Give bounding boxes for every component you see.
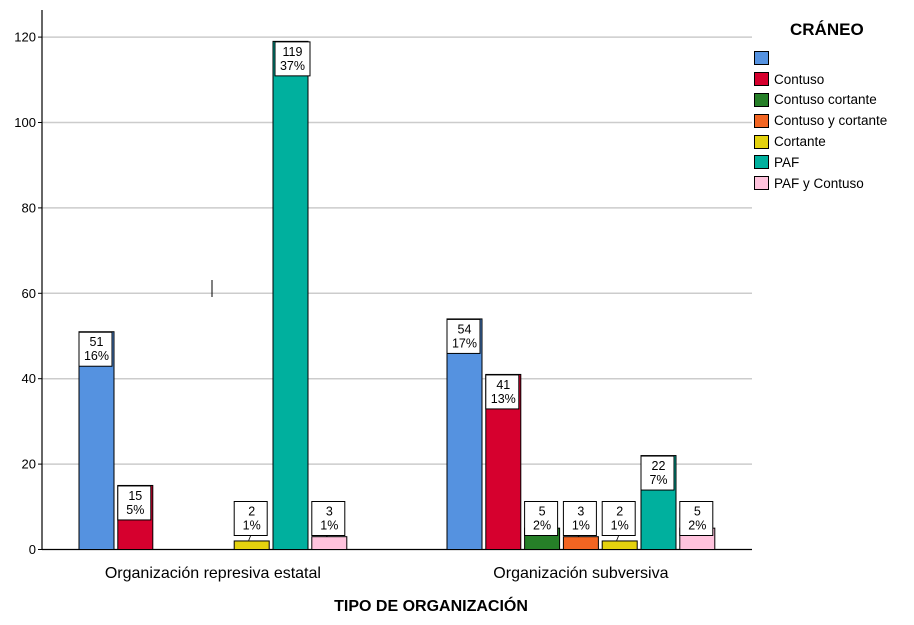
data-label-percent: 1% — [243, 519, 261, 533]
data-label-percent: 2% — [533, 519, 551, 533]
legend-label: Cortante — [774, 134, 826, 150]
data-label-count: 2 — [248, 505, 255, 519]
legend-swatch — [754, 134, 769, 149]
data-label-percent: 5% — [126, 503, 144, 517]
data-label-box — [640, 455, 675, 491]
data-label-box — [117, 485, 152, 521]
data-label-box — [485, 374, 520, 410]
data-label-box — [562, 501, 597, 536]
legend-swatch — [754, 51, 769, 66]
data-label-percent: 2% — [688, 519, 706, 533]
data-label-box — [274, 41, 311, 77]
legend-item: Contuso — [754, 69, 912, 90]
data-label-count: 119 — [283, 45, 303, 59]
y-tick-label: 60 — [22, 286, 36, 301]
legend-label: PAF — [774, 154, 800, 170]
x-tick-label: Organización subversiva — [493, 565, 668, 582]
legend-item: PAF y Contuso — [754, 173, 912, 194]
data-label-count: 22 — [652, 459, 666, 473]
data-label-count: 41 — [496, 378, 510, 392]
data-label-count: 3 — [326, 505, 333, 519]
data-label-box — [679, 501, 714, 536]
data-label-percent: 17% — [452, 336, 477, 350]
legend-item: PAF — [754, 152, 912, 173]
bar — [601, 540, 638, 551]
data-label-box — [446, 318, 481, 354]
data-label-box — [311, 501, 346, 536]
data-label-percent: 13% — [491, 392, 516, 406]
y-tick-label: 20 — [22, 457, 36, 472]
legend-label: Contuso cortante — [774, 92, 877, 108]
data-label-percent: 1% — [572, 519, 590, 533]
data-label-percent: 1% — [611, 519, 629, 533]
data-label-count: 54 — [458, 322, 472, 336]
data-label-percent: 37% — [280, 59, 305, 73]
x-tick-label: Organización represiva estatal — [105, 565, 321, 582]
label-leader — [248, 535, 252, 541]
legend-title: CRÁNEO — [790, 20, 864, 39]
legend-swatch — [754, 72, 769, 87]
legend-swatch — [754, 113, 769, 128]
bar — [233, 540, 270, 551]
data-label-count: 5 — [539, 505, 546, 519]
data-label-box — [233, 501, 268, 536]
y-tick-label: 0 — [29, 542, 36, 557]
data-label-count: 5 — [694, 505, 701, 519]
legend-items: Contuso Contuso cortante Contuso y cortant… — [754, 48, 912, 194]
legend-label: Contuso y cortante — [774, 113, 888, 129]
bar — [446, 318, 483, 551]
label-leader — [616, 535, 620, 541]
data-label-percent: 1% — [320, 519, 338, 533]
y-tick-label: 40 — [22, 371, 36, 386]
legend-swatch — [754, 176, 769, 191]
legend-item: Contuso cortante — [754, 90, 912, 111]
legend-swatch — [754, 155, 769, 170]
data-label-box — [78, 331, 113, 367]
legend-item: Contuso y cortante — [754, 110, 912, 131]
bar — [78, 331, 115, 551]
y-tick-label: 80 — [22, 200, 36, 215]
y-tick-label: 120 — [14, 30, 36, 45]
data-label-count: 51 — [90, 335, 104, 349]
legend-label: Contuso — [774, 71, 825, 87]
data-label-percent: 16% — [84, 349, 109, 363]
data-label-count: 2 — [616, 505, 623, 519]
legend-item: Cortante — [754, 131, 912, 152]
data-label-percent: 7% — [649, 473, 667, 487]
legend-label: PAF y Contuso — [774, 175, 864, 191]
legend-item — [754, 48, 912, 69]
x-axis-title: TIPO DE ORGANIZACIÓN — [334, 598, 528, 615]
bar — [311, 536, 348, 551]
y-tick-label: 100 — [14, 115, 36, 130]
data-label-count: 15 — [128, 489, 142, 503]
legend-swatch — [754, 92, 769, 107]
bar — [272, 40, 309, 551]
legend: CRÁNEO Contuso Contuso cortante Contuso y … — [754, 18, 912, 194]
data-label-box — [524, 501, 559, 536]
data-label-count: 3 — [577, 505, 584, 519]
data-label-box — [601, 501, 636, 536]
bar — [562, 536, 599, 551]
